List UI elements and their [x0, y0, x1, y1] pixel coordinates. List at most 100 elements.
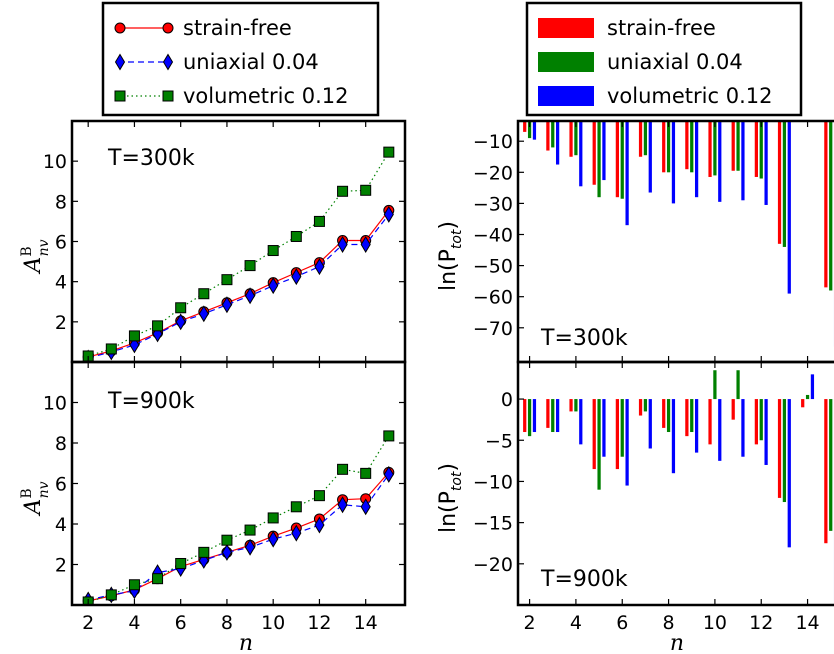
bar — [662, 121, 666, 173]
legend-left-frame — [101, 1, 380, 117]
bar — [718, 399, 722, 461]
x-tick-label: 14 — [354, 612, 378, 634]
legend-marker — [114, 90, 126, 102]
data-point — [221, 274, 233, 286]
data-point — [337, 236, 348, 253]
ylabel-a-bottom: ABnv — [19, 481, 52, 516]
x-tick-label: 8 — [221, 612, 233, 634]
legend-label: strain-free — [607, 16, 716, 40]
bar — [648, 121, 652, 193]
bar — [643, 399, 648, 412]
data-point — [337, 496, 348, 514]
data-point — [360, 498, 371, 516]
legend-right: strain-free uniaxial 0.04 volumetric 0.12 — [525, 1, 803, 117]
data-point — [221, 296, 233, 314]
data-point — [290, 230, 302, 242]
data-point — [313, 215, 325, 227]
plot-area — [82, 430, 395, 605]
bar — [824, 121, 828, 288]
y-tick-label: 6 — [55, 474, 67, 496]
bar — [527, 399, 532, 437]
data-point — [244, 524, 256, 536]
y-tick-label: 10 — [43, 393, 67, 415]
y-tick-label: −40 — [473, 225, 513, 247]
bar — [731, 399, 735, 420]
data-point — [268, 530, 279, 548]
bar — [620, 121, 624, 199]
bar — [806, 110, 809, 116]
data-point — [267, 512, 279, 524]
legend-swatch — [538, 52, 594, 72]
bar — [625, 399, 629, 486]
data-point — [314, 258, 325, 276]
bar — [597, 121, 601, 198]
data-point — [244, 287, 256, 305]
bar — [569, 399, 573, 412]
bar — [690, 399, 694, 433]
series-line-3 — [88, 435, 390, 603]
bar — [759, 399, 763, 441]
bar — [754, 121, 758, 177]
bar — [731, 121, 735, 171]
data-point — [198, 305, 209, 323]
plot-frame — [516, 360, 834, 607]
panel-a-t900: 2 4 6 8 10 2 4 6 8 10 12 14 T=900k — [43, 360, 407, 634]
legend-left: strain-free uniaxial 0.04 volumetric 0.12 — [101, 1, 380, 117]
bar — [666, 121, 671, 173]
data-point — [383, 430, 395, 442]
bar — [685, 121, 689, 170]
bar — [625, 121, 629, 226]
bar — [662, 399, 666, 428]
bar — [690, 121, 694, 173]
bar — [824, 399, 828, 544]
xlabel-right: n — [670, 631, 684, 654]
data-point — [337, 185, 349, 197]
data-point — [360, 236, 371, 253]
bar — [666, 399, 671, 433]
bar — [555, 399, 560, 433]
y-tick-label: 4 — [55, 272, 67, 294]
y-tick-label: 0 — [501, 389, 513, 411]
ylabel-lnp-bottom: ln(Ptot) — [436, 463, 465, 533]
data-point — [383, 465, 394, 483]
legend-swatch — [538, 18, 594, 38]
legend-marker — [162, 22, 174, 34]
bar — [694, 399, 699, 453]
data-point — [290, 501, 302, 513]
bar — [523, 121, 527, 132]
data-point — [175, 557, 187, 569]
bar — [592, 121, 596, 185]
data-point — [152, 573, 164, 585]
data-point — [105, 343, 117, 355]
bar — [643, 121, 648, 156]
x-tick-label: 12 — [307, 612, 331, 634]
bar — [782, 399, 787, 503]
panel-label: T=300k — [540, 326, 628, 351]
data-point — [360, 184, 372, 196]
panel-label: T=300k — [107, 146, 195, 171]
y-tick-label: 6 — [55, 232, 67, 254]
bar — [615, 399, 620, 470]
bar — [787, 399, 791, 548]
bar — [597, 399, 601, 490]
y-tick-label: −20 — [473, 554, 513, 576]
panel-label: T=900k — [107, 389, 195, 414]
x-tick-label: 8 — [663, 612, 675, 634]
data-point — [244, 260, 256, 272]
y-tick-label: 4 — [55, 514, 67, 536]
x-tick-label: 2 — [524, 612, 536, 634]
bar — [718, 121, 722, 202]
y-tick-label: −70 — [473, 318, 513, 340]
y-tick-label: −10 — [473, 131, 513, 153]
bar — [764, 121, 768, 205]
y-tick-label: −60 — [473, 287, 513, 309]
bar — [523, 399, 527, 433]
bar — [527, 121, 532, 139]
legend-label: volumetric 0.12 — [183, 84, 348, 108]
y-tick-label: 2 — [55, 312, 67, 334]
legend-marker — [114, 22, 126, 34]
x-tick-label: 10 — [261, 612, 285, 634]
data-point — [268, 277, 279, 295]
data-point — [198, 546, 210, 558]
